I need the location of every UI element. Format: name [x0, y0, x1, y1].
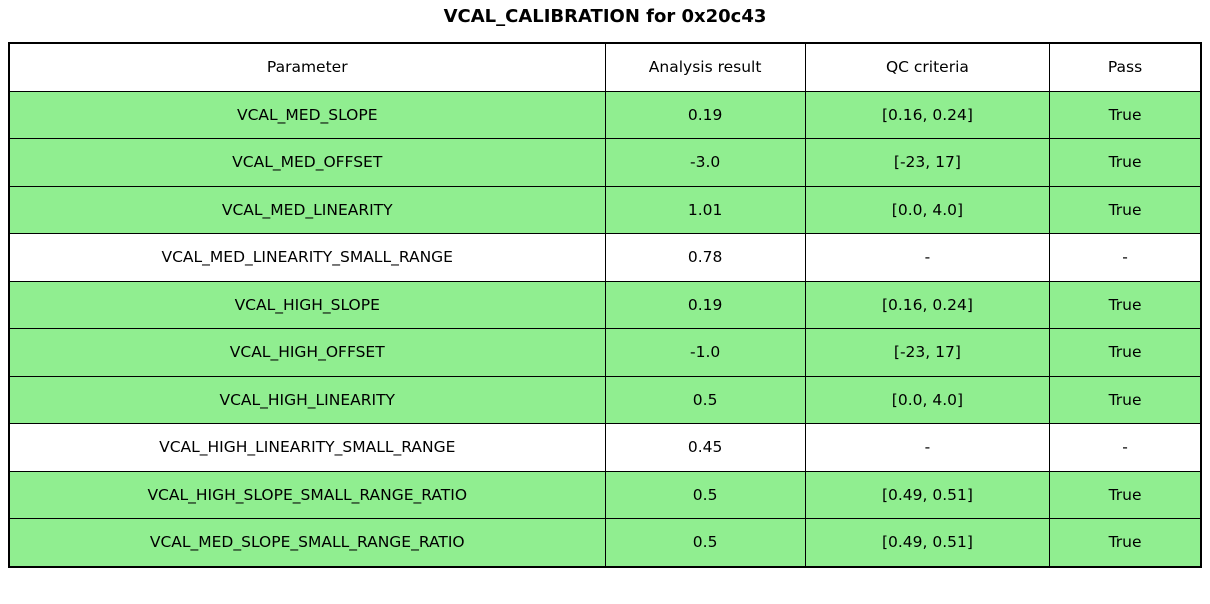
table-row: VCAL_HIGH_OFFSET -1.0 [-23, 17] True — [8, 328, 1202, 377]
cell-analysis-result: 0.19 — [604, 90, 806, 139]
cell-analysis-result: 0.45 — [604, 423, 806, 472]
cell-analysis-result: -3.0 — [604, 138, 806, 187]
cell-pass: True — [1049, 138, 1202, 187]
cell-parameter: VCAL_HIGH_LINEARITY — [8, 375, 606, 424]
cell-qc-criteria: - — [804, 423, 1051, 472]
table-row: VCAL_MED_SLOPE_SMALL_RANGE_RATIO 0.5 [0.49… — [8, 518, 1202, 567]
cell-qc-criteria: [0.0, 4.0] — [804, 185, 1051, 234]
cell-qc-criteria: [-23, 17] — [804, 138, 1051, 187]
cell-qc-criteria: [0.49, 0.51] — [804, 470, 1051, 519]
column-header-parameter: Parameter — [8, 42, 606, 92]
cell-parameter: VCAL_HIGH_LINEARITY_SMALL_RANGE — [8, 423, 606, 472]
cell-parameter: VCAL_MED_LINEARITY_SMALL_RANGE — [8, 233, 606, 282]
cell-analysis-result: 0.5 — [604, 375, 806, 424]
cell-parameter: VCAL_MED_OFFSET — [8, 138, 606, 187]
table-row: VCAL_MED_OFFSET -3.0 [-23, 17] True — [8, 138, 1202, 187]
cell-qc-criteria: [0.16, 0.24] — [804, 90, 1051, 139]
cell-parameter: VCAL_HIGH_SLOPE_SMALL_RANGE_RATIO — [8, 470, 606, 519]
cell-qc-criteria: [0.16, 0.24] — [804, 280, 1051, 329]
cell-qc-criteria: [0.49, 0.51] — [804, 518, 1051, 567]
cell-analysis-result: 1.01 — [604, 185, 806, 234]
qc-results-table: Parameter Analysis result QC criteria Pa… — [8, 42, 1202, 568]
cell-pass: True — [1049, 518, 1202, 567]
table-body: VCAL_MED_SLOPE 0.19 [0.16, 0.24] True VCAL_M… — [8, 90, 1202, 567]
cell-parameter: VCAL_HIGH_OFFSET — [8, 328, 606, 377]
cell-analysis-result: 0.5 — [604, 518, 806, 567]
table-row: VCAL_HIGH_LINEARITY_SMALL_RANGE 0.45- - — [8, 423, 1202, 472]
cell-pass: True — [1049, 470, 1202, 519]
table-row: VCAL_MED_LINEARITY 1.01 [0.0, 4.0] True — [8, 185, 1202, 234]
cell-parameter: VCAL_MED_LINEARITY — [8, 185, 606, 234]
cell-pass: - — [1049, 423, 1202, 472]
cell-pass: True — [1049, 185, 1202, 234]
header-row: Parameter Analysis result QC criteria Pa… — [8, 42, 1202, 92]
cell-qc-criteria: - — [804, 233, 1051, 282]
table-row: VCAL_HIGH_SLOPE_SMALL_RANGE_RATIO 0.5 [0.4… — [8, 470, 1202, 519]
cell-analysis-result: -1.0 — [604, 328, 806, 377]
cell-parameter: VCAL_MED_SLOPE — [8, 90, 606, 139]
table-header: Parameter Analysis result QC criteria Pa… — [8, 42, 1202, 92]
table-row: VCAL_MED_SLOPE 0.19 [0.16, 0.24] True — [8, 90, 1202, 139]
table-row: VCAL_MED_LINEARITY_SMALL_RANGE 0.78- - — [8, 233, 1202, 282]
cell-pass: True — [1049, 328, 1202, 377]
page-title: VCAL_CALIBRATION for 0x20c43 — [443, 6, 767, 27]
cell-analysis-result: 0.78 — [604, 233, 806, 282]
column-header-analysis-result: Analysis result — [604, 42, 806, 92]
cell-pass: True — [1049, 90, 1202, 139]
cell-qc-criteria: [-23, 17] — [804, 328, 1051, 377]
cell-qc-criteria: [0.0, 4.0] — [804, 375, 1051, 424]
cell-parameter: VCAL_MED_SLOPE_SMALL_RANGE_RATIO — [8, 518, 606, 567]
cell-analysis-result: 0.5 — [604, 470, 806, 519]
cell-analysis-result: 0.19 — [604, 280, 806, 329]
column-header-qc-criteria: QC criteria — [804, 42, 1051, 92]
cell-parameter: VCAL_HIGH_SLOPE — [8, 280, 606, 329]
cell-pass: - — [1049, 233, 1202, 282]
table-row: VCAL_HIGH_SLOPE 0.19 [0.16, 0.24] True — [8, 280, 1202, 329]
cell-pass: True — [1049, 280, 1202, 329]
table-row: VCAL_HIGH_LINEARITY 0.5 [0.0, 4.0] True — [8, 375, 1202, 424]
column-header-pass: Pass — [1049, 42, 1202, 92]
cell-pass: True — [1049, 375, 1202, 424]
